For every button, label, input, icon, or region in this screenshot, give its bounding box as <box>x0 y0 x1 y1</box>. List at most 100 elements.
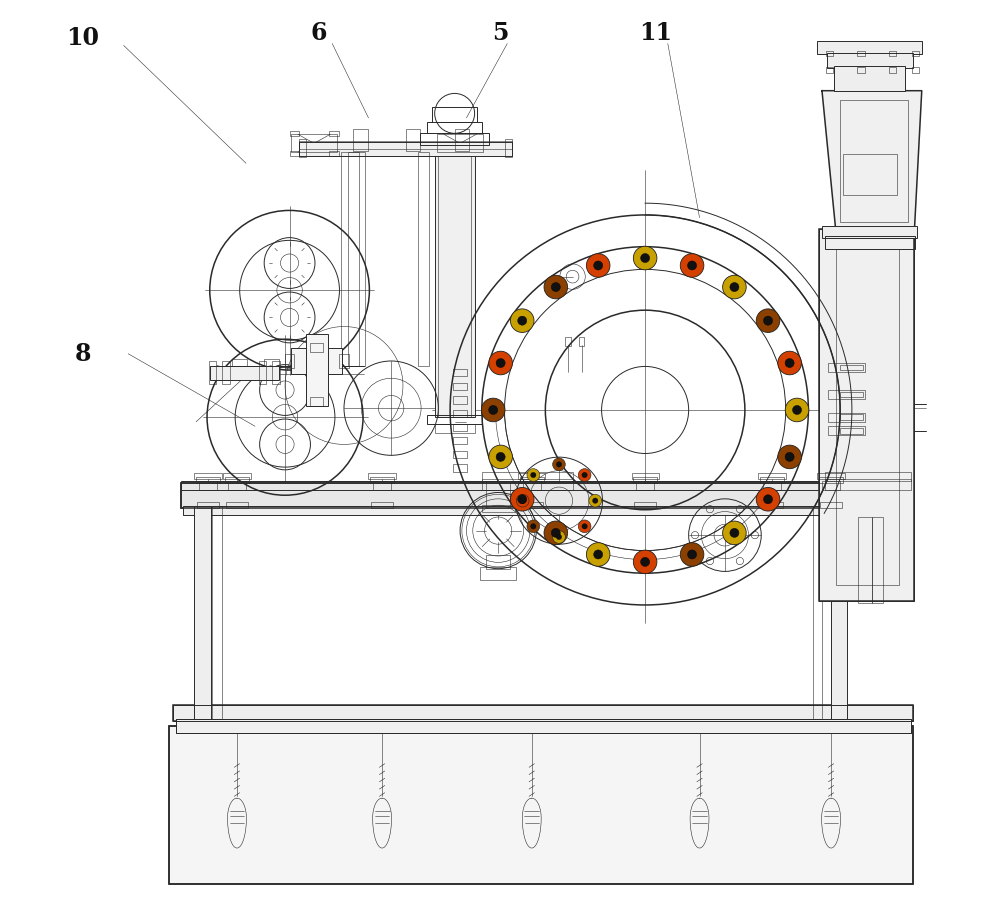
Bar <box>194 506 211 719</box>
Bar <box>222 361 230 384</box>
Polygon shape <box>822 91 922 229</box>
Bar <box>299 141 512 149</box>
Circle shape <box>763 494 773 503</box>
Circle shape <box>778 351 801 375</box>
Circle shape <box>489 405 498 414</box>
Bar <box>827 53 913 68</box>
Bar <box>306 334 328 406</box>
Bar <box>418 152 429 366</box>
Circle shape <box>516 494 529 507</box>
Text: 10: 10 <box>66 26 99 50</box>
Bar <box>290 131 299 136</box>
Bar <box>820 502 842 508</box>
Bar <box>368 473 396 479</box>
Circle shape <box>551 282 560 291</box>
Bar <box>565 337 571 346</box>
Bar <box>259 361 266 384</box>
Bar <box>176 719 911 733</box>
Bar <box>181 483 906 508</box>
Circle shape <box>680 542 704 566</box>
Bar <box>339 354 349 368</box>
Bar <box>310 397 323 406</box>
Circle shape <box>518 317 527 326</box>
Circle shape <box>723 275 746 298</box>
Circle shape <box>641 253 650 262</box>
Circle shape <box>481 398 505 422</box>
Bar <box>889 67 896 73</box>
Circle shape <box>489 351 512 375</box>
Bar <box>482 505 515 512</box>
Bar <box>196 477 220 483</box>
Bar <box>819 229 914 601</box>
Bar <box>825 236 915 249</box>
Bar <box>169 726 913 884</box>
Bar <box>427 415 482 424</box>
Circle shape <box>586 254 610 278</box>
Bar <box>872 517 883 603</box>
Bar <box>828 426 865 435</box>
Circle shape <box>527 469 540 482</box>
Bar <box>453 437 467 444</box>
Text: 6: 6 <box>310 21 327 44</box>
Bar <box>438 145 471 417</box>
Bar <box>420 133 489 145</box>
Bar <box>290 151 299 156</box>
Bar <box>353 129 368 151</box>
Bar <box>817 41 922 54</box>
Circle shape <box>578 520 591 532</box>
Bar <box>579 337 584 346</box>
Bar <box>912 67 919 73</box>
Bar <box>348 152 359 366</box>
Circle shape <box>756 487 780 511</box>
Bar <box>291 348 342 374</box>
Bar <box>482 479 573 490</box>
Bar <box>371 502 393 508</box>
Bar <box>453 451 467 458</box>
Bar <box>836 249 899 585</box>
Circle shape <box>633 550 657 574</box>
Bar <box>183 506 905 515</box>
Bar <box>264 359 279 377</box>
Bar <box>633 477 657 483</box>
Bar <box>632 473 659 479</box>
Bar <box>819 477 843 483</box>
Bar <box>285 354 294 368</box>
Bar <box>223 473 251 479</box>
Bar <box>199 481 217 490</box>
Bar <box>840 365 863 370</box>
Bar <box>406 129 420 151</box>
Bar <box>840 414 863 420</box>
Bar <box>828 390 865 399</box>
Circle shape <box>589 494 602 507</box>
Bar <box>310 343 323 352</box>
Circle shape <box>730 282 739 291</box>
Bar <box>840 392 863 397</box>
Circle shape <box>553 531 565 543</box>
Bar <box>341 152 365 366</box>
Circle shape <box>730 529 739 538</box>
Bar <box>505 139 512 157</box>
Bar <box>435 424 475 433</box>
Bar <box>634 502 656 508</box>
Bar <box>636 481 654 490</box>
Bar <box>212 506 222 719</box>
Circle shape <box>641 557 650 566</box>
Circle shape <box>633 246 657 270</box>
Bar <box>486 555 510 569</box>
Circle shape <box>518 494 527 503</box>
Circle shape <box>496 453 505 462</box>
Bar <box>427 122 482 133</box>
Bar <box>225 477 249 483</box>
Circle shape <box>582 473 587 478</box>
Bar <box>831 506 847 719</box>
Bar <box>486 481 510 508</box>
Bar <box>763 481 781 490</box>
Bar <box>453 424 467 431</box>
Circle shape <box>510 309 534 333</box>
Circle shape <box>531 473 536 478</box>
Circle shape <box>531 523 536 529</box>
Bar <box>197 502 219 508</box>
Circle shape <box>723 522 746 545</box>
Circle shape <box>527 520 540 532</box>
Bar <box>453 464 467 472</box>
